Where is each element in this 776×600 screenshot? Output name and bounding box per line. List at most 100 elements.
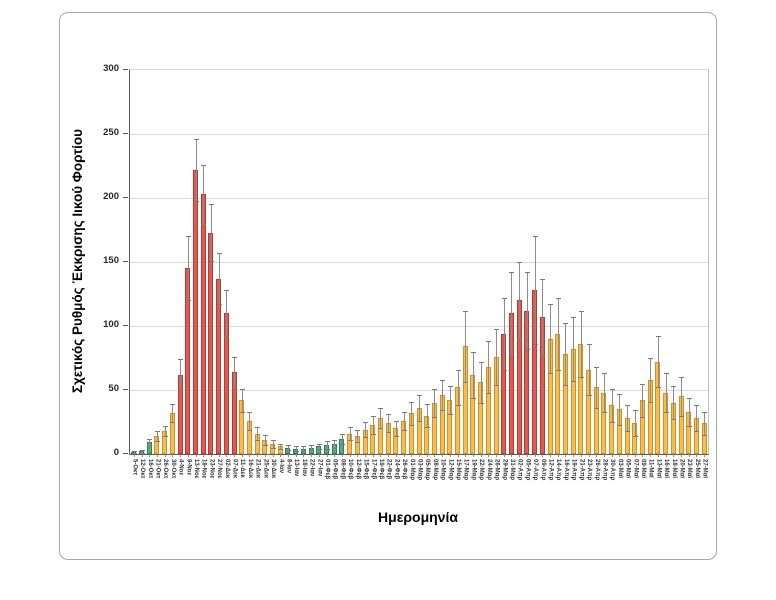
x-tick-label: 13-Μαϊ (655, 459, 662, 479)
error-bar-cap (363, 422, 369, 423)
error-bar (557, 297, 559, 370)
error-bar (395, 420, 397, 437)
x-tick-label: 26-Οκτ (162, 459, 169, 479)
error-bar (411, 401, 413, 425)
chart-figure-frame: Σχετικός Ρυθμός Έκκρισης Ιικού Φορτίου 0… (59, 12, 717, 560)
x-tick-mark (141, 454, 143, 457)
error-bar (311, 445, 313, 451)
x-tick-mark (411, 454, 413, 457)
error-bar-cap (524, 272, 530, 274)
error-bar-cap (216, 304, 222, 306)
chart-plot-area: 5-Οκτ 12-Οκτ 16-Οκτ 21-Οκτ 26-Οκτ 30-Οκτ 4-Νοε… (129, 69, 709, 480)
x-tick-mark (496, 454, 498, 457)
error-bar (341, 433, 343, 444)
x-tick-label: 9-Νοε (185, 459, 192, 476)
error-bar-cap (201, 164, 207, 166)
y-axis-title-text: Σχετικός Ρυθμός Έκκρισης Ιικού Φορτίου (69, 128, 85, 394)
error-bar (619, 393, 621, 425)
error-bar-cap (470, 397, 476, 399)
x-tick-label: 21-Απρ (578, 459, 585, 481)
error-bar (357, 429, 359, 443)
error-bar-cap (632, 436, 638, 438)
x-tick-label: 25-Μαϊ (693, 459, 700, 479)
error-bar-cap (440, 379, 446, 381)
bar (200, 194, 206, 454)
error-bar-cap (555, 297, 561, 299)
error-bar-cap (332, 439, 338, 441)
error-bar (210, 204, 212, 261)
x-tick-mark (488, 454, 490, 457)
error-bar-cap (339, 433, 345, 435)
error-bar-cap (355, 442, 361, 444)
error-bar-cap (339, 443, 345, 445)
error-bar-cap (193, 139, 199, 141)
x-tick-label: 25-Δεκ (262, 459, 269, 479)
x-tick-mark (203, 454, 205, 457)
error-bar-cap (578, 377, 584, 379)
bar (208, 232, 214, 454)
error-bar (681, 377, 683, 416)
x-axis-title: Ημερομηνία (378, 509, 458, 525)
error-bar-cap (139, 452, 145, 454)
x-tick-mark (696, 454, 698, 457)
x-tick-label: 30-Οκτ (169, 459, 176, 479)
error-bar (526, 272, 528, 350)
error-bar-cap (324, 441, 330, 443)
error-bar-cap (494, 328, 500, 330)
x-tick-mark (457, 454, 459, 457)
y-tick-mark (123, 325, 128, 326)
x-tick-label: 30-Απρ (609, 459, 616, 481)
x-tick-label: 24-Μαρ (485, 459, 492, 481)
gridline (130, 261, 708, 263)
y-tick-mark (123, 389, 128, 390)
error-bar-cap (224, 336, 230, 338)
x-tick-label: 26-Απρ (593, 459, 600, 481)
error-bar (480, 361, 482, 403)
x-tick-mark (688, 454, 690, 457)
x-tick-label: 15-Μαρ (455, 459, 462, 481)
error-bar (326, 441, 328, 449)
error-bar-cap (293, 451, 299, 453)
error-bar (187, 236, 189, 301)
x-tick-mark (388, 454, 390, 457)
error-bar-cap (262, 445, 268, 447)
error-bar (519, 262, 521, 339)
x-tick-mark (580, 454, 582, 457)
x-tick-label: 12-Φεβ (354, 459, 361, 480)
x-tick-label: 08-Φεβ (339, 459, 346, 480)
x-tick-label: 13-Ιαν (293, 459, 300, 477)
x-tick-mark (334, 454, 336, 457)
error-bar-cap (694, 430, 700, 432)
error-bar (465, 310, 467, 383)
x-tick-mark (249, 454, 251, 457)
x-tick-mark (257, 454, 259, 457)
gridline (130, 325, 708, 327)
error-bar (511, 272, 513, 355)
y-tick-mark (123, 261, 128, 262)
x-tick-label: 05-Φεβ (331, 459, 338, 480)
error-bar (272, 439, 274, 448)
x-tick-mark (650, 454, 652, 457)
x-tick-mark (403, 454, 405, 457)
x-tick-mark (519, 454, 521, 457)
error-bar-cap (494, 384, 500, 386)
y-tick-label: 0 (113, 447, 119, 458)
error-bar (573, 317, 575, 382)
x-tick-label: 16-Δεκ (246, 459, 253, 479)
x-tick-mark (603, 454, 605, 457)
error-bar (657, 336, 659, 388)
x-tick-label: 07-Δεκ (231, 459, 238, 479)
x-tick-label: 05-Απρ (524, 459, 531, 481)
error-bar-cap (640, 416, 646, 418)
x-tick-label: 18-Νοε (200, 459, 207, 479)
x-tick-mark (195, 454, 197, 457)
error-bar-cap (686, 397, 692, 399)
x-tick-mark (303, 454, 305, 457)
x-tick-label: 4-Νοε (177, 459, 184, 476)
error-bar-cap (463, 310, 469, 312)
x-tick-mark (395, 454, 397, 457)
error-bar-cap (671, 386, 677, 388)
error-bar (596, 366, 598, 408)
error-bar-cap (478, 402, 484, 404)
x-tick-mark (341, 454, 343, 457)
